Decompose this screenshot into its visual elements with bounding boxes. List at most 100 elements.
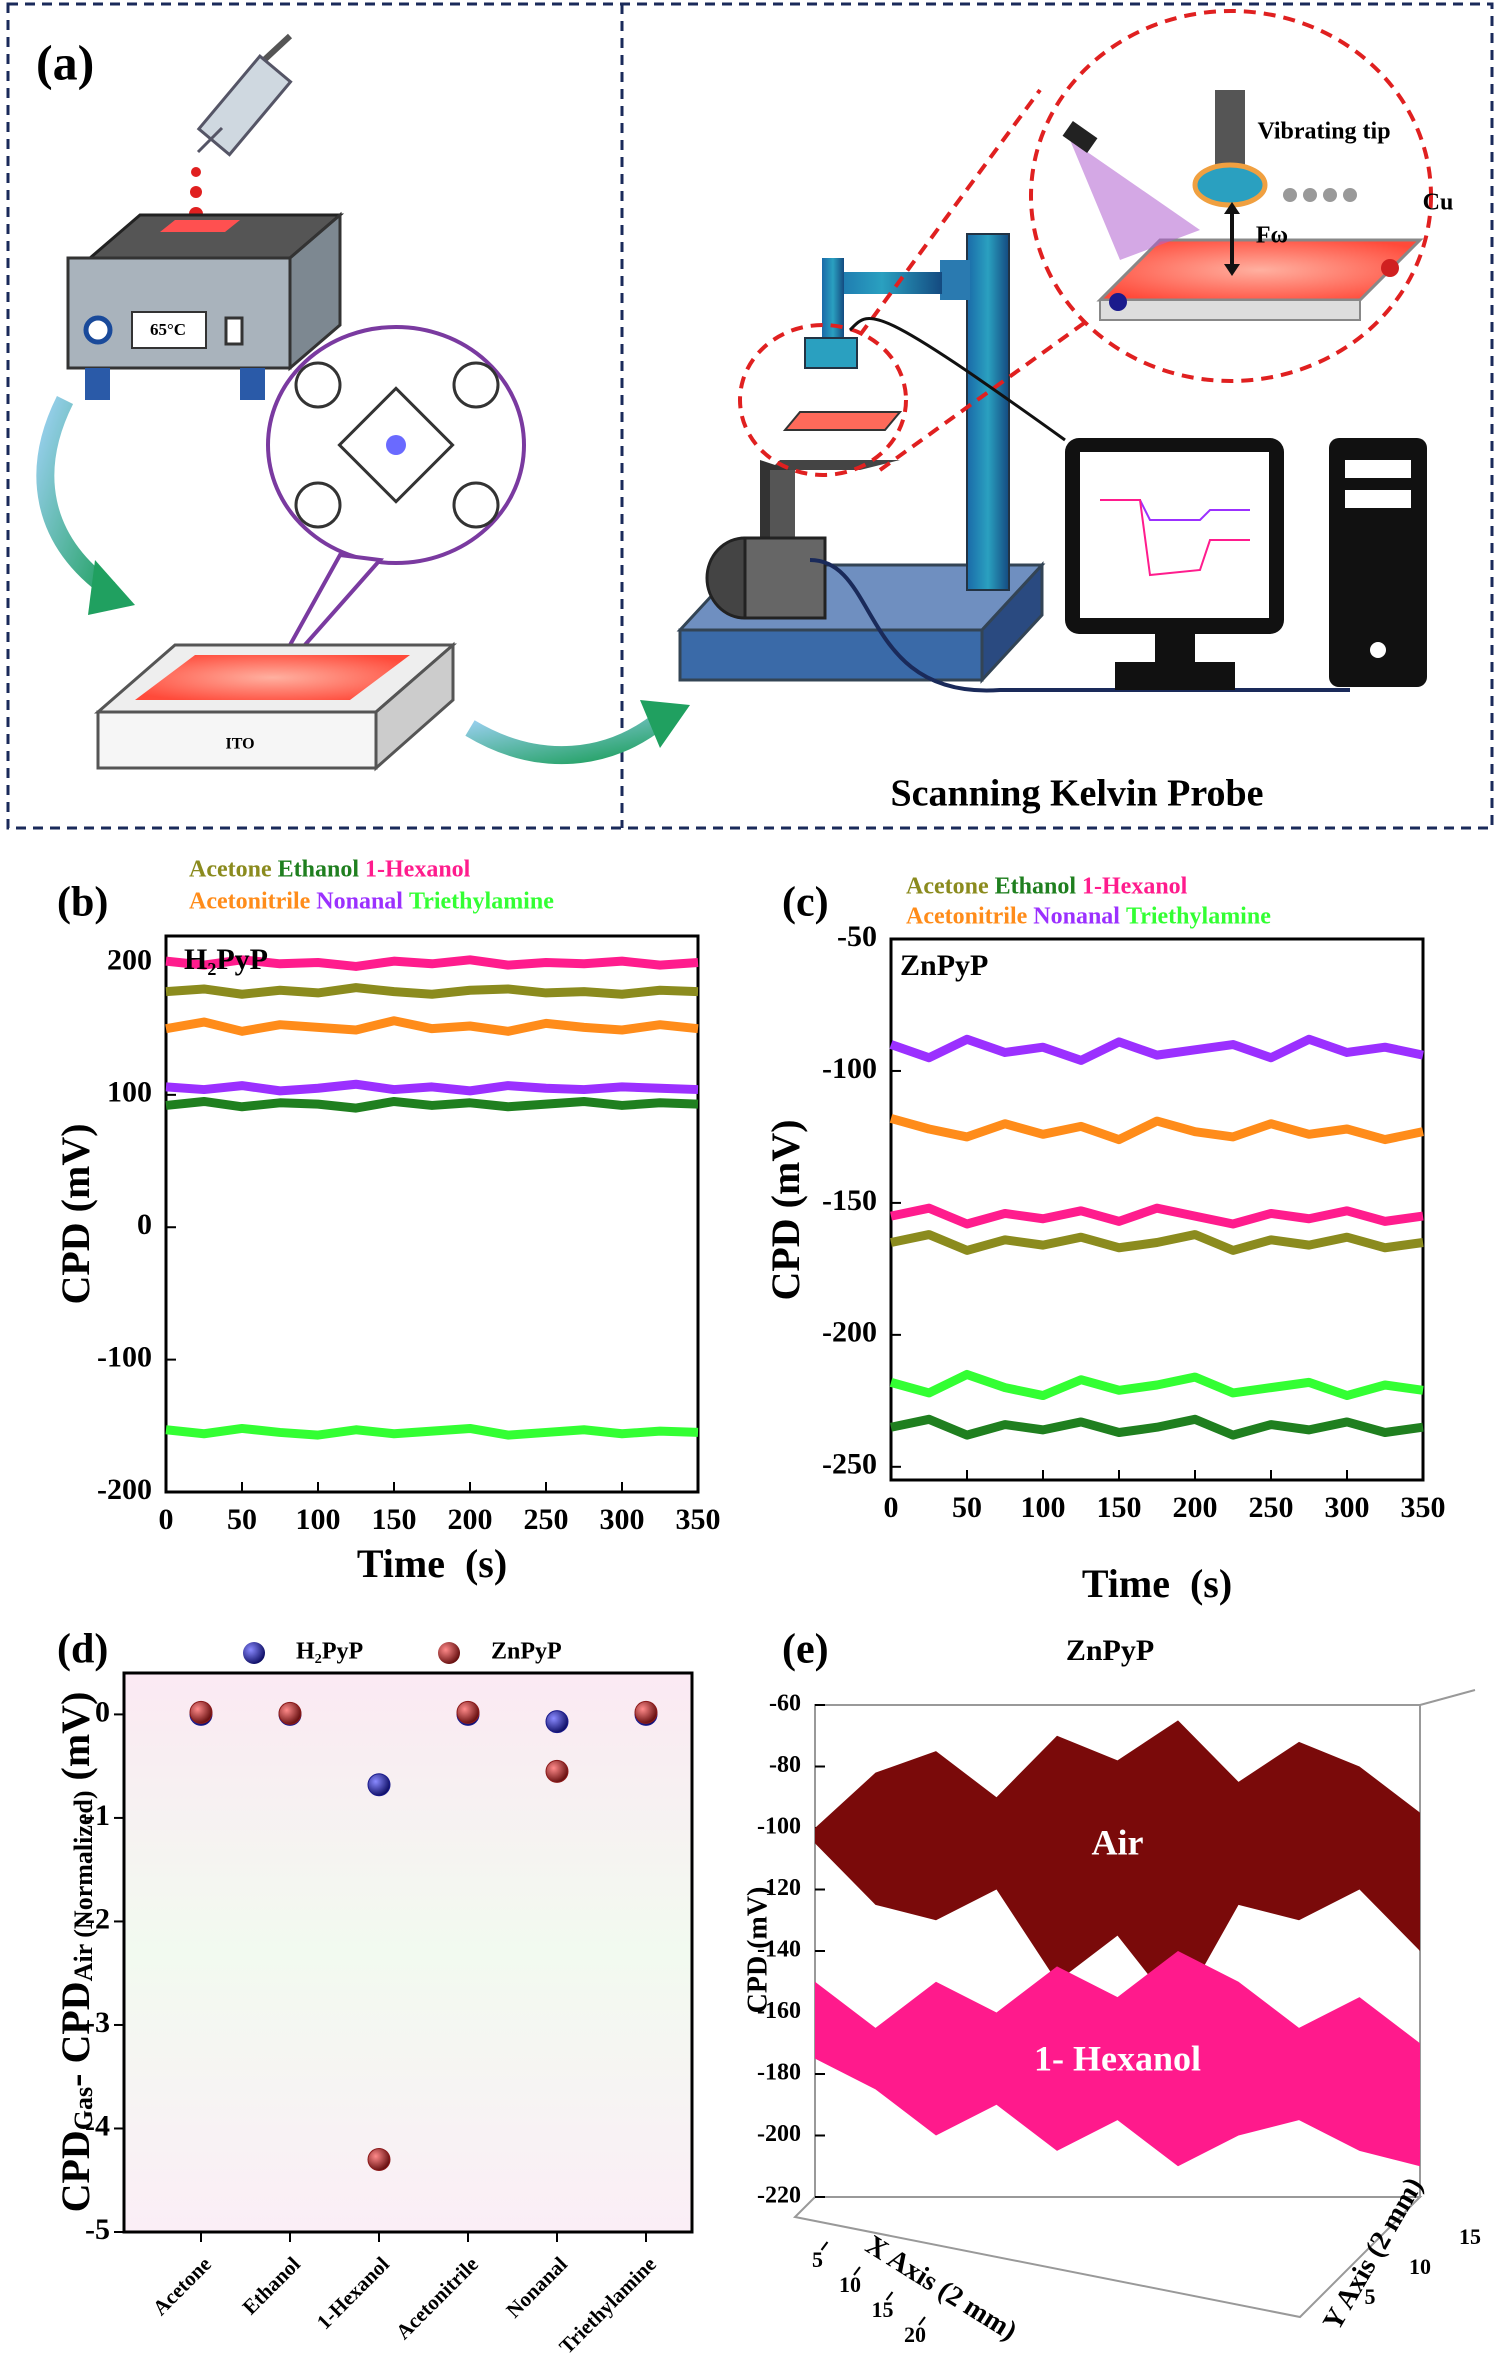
panel-a: (a) 65°C [6, 2, 1494, 830]
x-tick-label: 50 [952, 1491, 982, 1524]
z-tick-label: 15 [1459, 2224, 1481, 2249]
tip-label: Vibrating tip [1257, 119, 1390, 145]
y-axis-label: CPD (mV) [742, 1887, 773, 2014]
legend-entry: 1-Hexanol [365, 857, 471, 883]
y-tick-label: -80 [769, 1752, 801, 1778]
series-label: 1- Hexanol [1034, 2038, 1201, 2078]
y-tick-label: -5 [85, 2213, 110, 2246]
area-band [815, 1720, 1420, 2013]
data-point [367, 1773, 391, 1797]
x-tick [885, 2291, 894, 2301]
x-tick-label: 300 [600, 1503, 645, 1536]
y-tick-label: -180 [757, 2060, 801, 2086]
series-line [889, 1369, 1424, 1401]
electrode-label: Cu [1423, 190, 1454, 216]
x-axis-label: Time (s) [1082, 1561, 1232, 1606]
legend-entry: Ethanol [278, 857, 360, 883]
legend-entry: H₂PyP [296, 1639, 363, 1665]
y-tick-label: -4 [85, 2109, 110, 2142]
x-tick [820, 2241, 829, 2251]
x-tick-label: 200 [1173, 1491, 1218, 1524]
legend-marker [243, 1642, 265, 1664]
x-tick-label: 100 [296, 1503, 341, 1536]
x-tick-label: 300 [1325, 1491, 1370, 1524]
annotation: ZnPyP [900, 949, 988, 982]
legend-marker [438, 1642, 460, 1664]
panel-label: (c) [782, 880, 829, 926]
y-axis-label-part: Gas [69, 2087, 98, 2130]
legend-entry: Acetone [906, 874, 989, 900]
y-tick-label: -250 [822, 1448, 877, 1481]
y-tick-label: -50 [837, 920, 877, 953]
y-tick-label: -200 [97, 1473, 152, 1506]
legend-entry: Triethylamine [1126, 904, 1271, 930]
legend-entry: Nonanal [1033, 904, 1120, 930]
legend-entry: Nonanal [316, 889, 403, 915]
x-tick-label: 150 [1097, 1491, 1142, 1524]
series-line [889, 1114, 1424, 1145]
x-tick-label: 100 [1021, 1491, 1066, 1524]
y-tick-label: -100 [97, 1341, 152, 1374]
data-point [278, 1701, 302, 1725]
axis-line [1419, 1689, 1476, 1706]
series-line [890, 1414, 1424, 1440]
y-tick-label: 100 [107, 1076, 152, 1109]
y-tick-label: -150 [822, 1184, 877, 1217]
y-tick-label: -120 [757, 1875, 801, 1901]
arrow-head [88, 560, 135, 615]
x-tick-label: Acetone [148, 2252, 216, 2320]
x-tick-label: 250 [1249, 1491, 1294, 1524]
y-tick-label: -1 [85, 1799, 110, 1832]
series-label: Air [1092, 1823, 1144, 1863]
y-tick-label: -3 [85, 2006, 110, 2039]
series-line [890, 1203, 1424, 1229]
x-tick-label: 5 [812, 2247, 823, 2272]
y-tick-label: -60 [769, 1691, 801, 1717]
y-tick-label: -140 [757, 1937, 801, 1963]
y-tick-label: -200 [822, 1316, 877, 1349]
x-tick-label: 1-Hexanol [312, 2252, 394, 2334]
annotation: H₂PyP [184, 943, 268, 976]
force-label: Fω [1256, 223, 1288, 249]
legend-entry: ZnPyP [491, 1639, 562, 1665]
y-axis-label-part: CPD [53, 2130, 98, 2212]
setup-title: Scanning Kelvin Probe [890, 773, 1263, 815]
series-line [165, 1423, 699, 1440]
x-tick-label: 10 [839, 2272, 861, 2297]
x-axis-label: Time (s) [357, 1541, 507, 1586]
panel-label: (d) [57, 1627, 108, 1673]
molecule-bubble [263, 325, 526, 692]
series-line [165, 983, 699, 999]
x-tick-label: 0 [159, 1503, 174, 1536]
y-tick-label: 0 [137, 1208, 152, 1241]
x-tick-label: 0 [884, 1491, 899, 1524]
x-tick-label: 350 [676, 1503, 721, 1536]
data-point [189, 1700, 213, 1724]
y-tick-label: -160 [757, 1998, 801, 2024]
arrow-head [640, 700, 690, 748]
y-axis-label-part: (Normalized) [69, 1790, 98, 1944]
floor [792, 2196, 1423, 2319]
x-tick [918, 2316, 926, 2326]
series-line [890, 1230, 1424, 1255]
legend-entry: Ethanol [995, 874, 1077, 900]
series-line [165, 1016, 699, 1036]
x-tick-label: Nonanal [501, 2252, 572, 2323]
series-line [165, 1096, 699, 1113]
legend-entry: Acetone [189, 857, 272, 883]
chart-title: ZnPyP [1066, 1634, 1154, 1667]
x-tick-label: Ethanol [238, 2252, 305, 2319]
y-tick-label: -2 [85, 1902, 110, 1935]
x-tick-label: 15 [872, 2297, 894, 2322]
x-tick-label: 350 [1401, 1491, 1446, 1524]
series-line [165, 1079, 699, 1096]
panel-label: (e) [782, 1627, 829, 1673]
x-tick-label: Acetonitrile [391, 2252, 483, 2344]
y-axis-label: CPD (mV) [763, 1119, 808, 1300]
panel-label: (b) [57, 880, 108, 926]
y-tick-label: 0 [95, 1695, 110, 1728]
hotplate: 65°C [66, 211, 345, 400]
substrate-label: ITO [225, 736, 254, 753]
plot-frame [164, 934, 700, 1494]
